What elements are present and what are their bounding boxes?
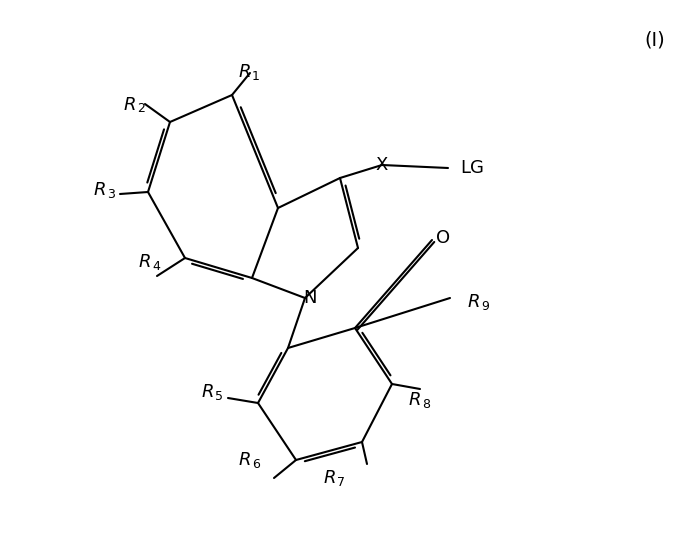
Text: R: R: [94, 181, 106, 199]
Text: 3: 3: [107, 188, 115, 200]
Text: 6: 6: [252, 458, 260, 471]
Text: R: R: [202, 383, 214, 401]
Text: R: R: [324, 469, 336, 487]
Text: 4: 4: [152, 259, 160, 272]
Text: 2: 2: [137, 102, 145, 115]
Text: 1: 1: [252, 70, 260, 83]
Text: LG: LG: [460, 159, 484, 177]
Text: R: R: [409, 391, 422, 409]
Text: R: R: [239, 63, 251, 81]
Text: (I): (I): [645, 31, 665, 49]
Text: 8: 8: [422, 398, 430, 411]
Text: 5: 5: [215, 390, 223, 403]
Text: 7: 7: [337, 475, 345, 488]
Text: R: R: [239, 451, 251, 469]
Text: R: R: [468, 293, 480, 311]
Text: 9: 9: [481, 300, 489, 312]
Text: R: R: [139, 253, 151, 271]
Text: N: N: [303, 289, 317, 307]
Text: O: O: [436, 229, 450, 247]
Text: X: X: [376, 156, 388, 174]
Text: R: R: [124, 96, 136, 114]
